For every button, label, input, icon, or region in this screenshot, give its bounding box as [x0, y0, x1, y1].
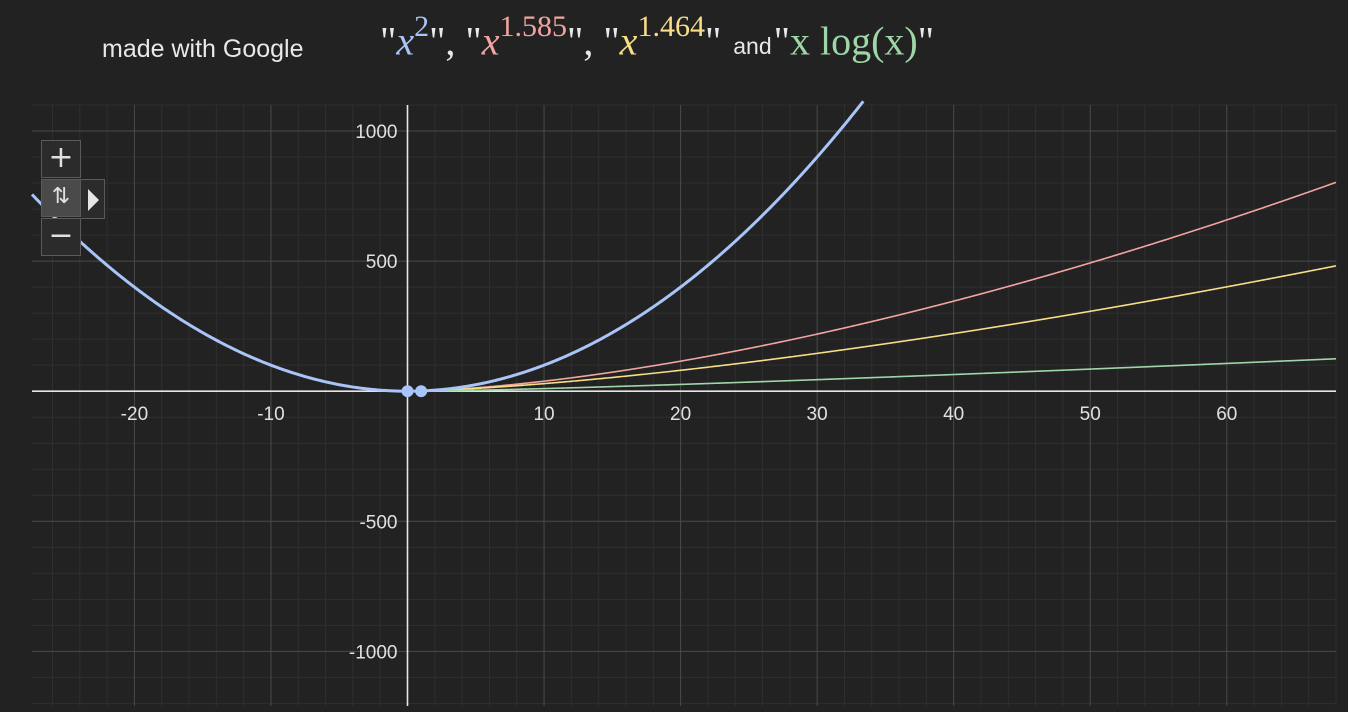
- expand-controls-button[interactable]: [81, 179, 105, 219]
- y-tick-label: 500: [366, 252, 398, 273]
- quote-mark: ": [917, 18, 935, 64]
- formula-legend: "x2", "x1.585", "x1.464" and"x log(x)": [380, 10, 935, 64]
- tick-labels: -20 -10 10 20 30 40 50 60 1000 500 -500 -1000: [121, 122, 1238, 663]
- x-tick-label: 30: [807, 404, 828, 425]
- x-tick-label: 40: [943, 404, 964, 425]
- x-tick-label: 10: [533, 404, 554, 425]
- data-point: [415, 385, 428, 398]
- y-tick-label: 1000: [355, 122, 397, 143]
- x-tick-label: 20: [670, 404, 691, 425]
- y-tick-label: -1000: [349, 642, 398, 663]
- series-line-x-2: [30, 100, 865, 393]
- data-point: [401, 385, 414, 398]
- zoom-in-button[interactable]: +: [41, 140, 81, 178]
- play-arrow-icon: [88, 189, 99, 211]
- points: [401, 385, 428, 398]
- x-tick-label: -10: [257, 404, 284, 425]
- legend-x-1464-exponent: 1.464: [637, 10, 705, 43]
- y-tick-label: -500: [359, 512, 397, 533]
- separator: ", ": [429, 18, 482, 64]
- curves: [30, 100, 1337, 393]
- legend-x-squared-base: x: [396, 18, 415, 64]
- series-line-x-log-x-: [407, 357, 1337, 393]
- x-tick-label: 60: [1216, 404, 1237, 425]
- quote-mark: ": [773, 18, 790, 64]
- zoom-out-button[interactable]: −: [41, 218, 81, 256]
- quote-mark: ": [704, 18, 732, 64]
- grid-major: [32, 105, 1336, 706]
- zoom-mode-button[interactable]: ⇅: [41, 179, 81, 217]
- legend-x-1464-base: x: [619, 18, 638, 64]
- axes: [32, 105, 1336, 706]
- series-line-x-1-585: [407, 181, 1337, 392]
- legend-x-squared-exponent: 2: [414, 10, 430, 43]
- grid-minor: [32, 104, 1337, 706]
- x-tick-label: 50: [1080, 404, 1101, 425]
- legend-x-1585-exponent: 1.585: [499, 10, 568, 43]
- series-line-x-1-464: [407, 265, 1337, 392]
- quote-mark: ": [380, 18, 397, 64]
- header: made with Google "x2", "x1.585", "x1.464…: [0, 0, 1348, 90]
- x-tick-label: -20: [121, 404, 148, 425]
- and-label: and: [733, 33, 772, 60]
- separator: ", ": [567, 18, 620, 64]
- legend-x-1585-base: x: [481, 18, 500, 64]
- made-with-label: made with Google: [102, 35, 304, 63]
- legend-x-log-x: x log(x): [789, 18, 918, 64]
